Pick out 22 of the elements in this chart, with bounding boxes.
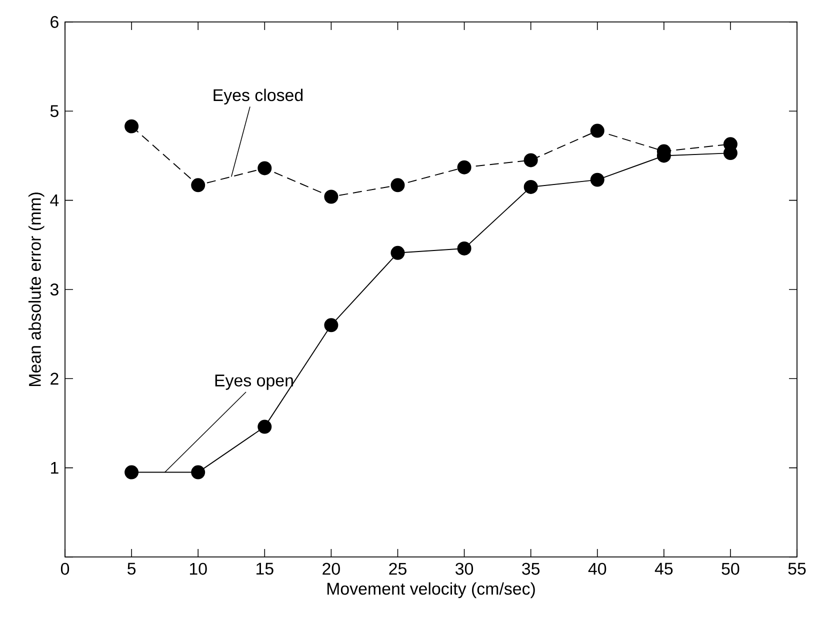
x-tick-label: 15 <box>256 562 274 575</box>
x-tick-label: 20 <box>322 562 340 575</box>
x-tick-label: 30 <box>456 562 474 575</box>
y-tick-label: 5 <box>50 105 58 118</box>
x-tick-label: 55 <box>788 562 806 575</box>
series-label: Eyes open <box>215 374 293 390</box>
text: Eyes closed <box>214 88 303 104</box>
x-tick-label: 0 <box>60 562 70 575</box>
y-axis-title: Mean absolute error (mm) <box>28 192 44 386</box>
x-tick-label: 45 <box>654 562 673 575</box>
x-tick-label: 50 <box>722 562 740 575</box>
x-tick-label: 5 <box>128 562 136 575</box>
x-tick-label: 25 <box>389 562 406 575</box>
x-axis-title: Movement velocity (cm/sec) <box>327 582 535 598</box>
y-tick-label: 1 <box>51 462 58 474</box>
y-tick-label: 6 <box>50 16 58 28</box>
y-tick-label: 2 <box>50 372 58 385</box>
x-tick-label: 10 <box>190 562 207 575</box>
x-tick-label: 40 <box>588 562 606 575</box>
x-tick-label: 35 <box>522 562 540 575</box>
y-tick-label: 3 <box>50 283 58 296</box>
y-tick-label: 4 <box>50 194 59 206</box>
